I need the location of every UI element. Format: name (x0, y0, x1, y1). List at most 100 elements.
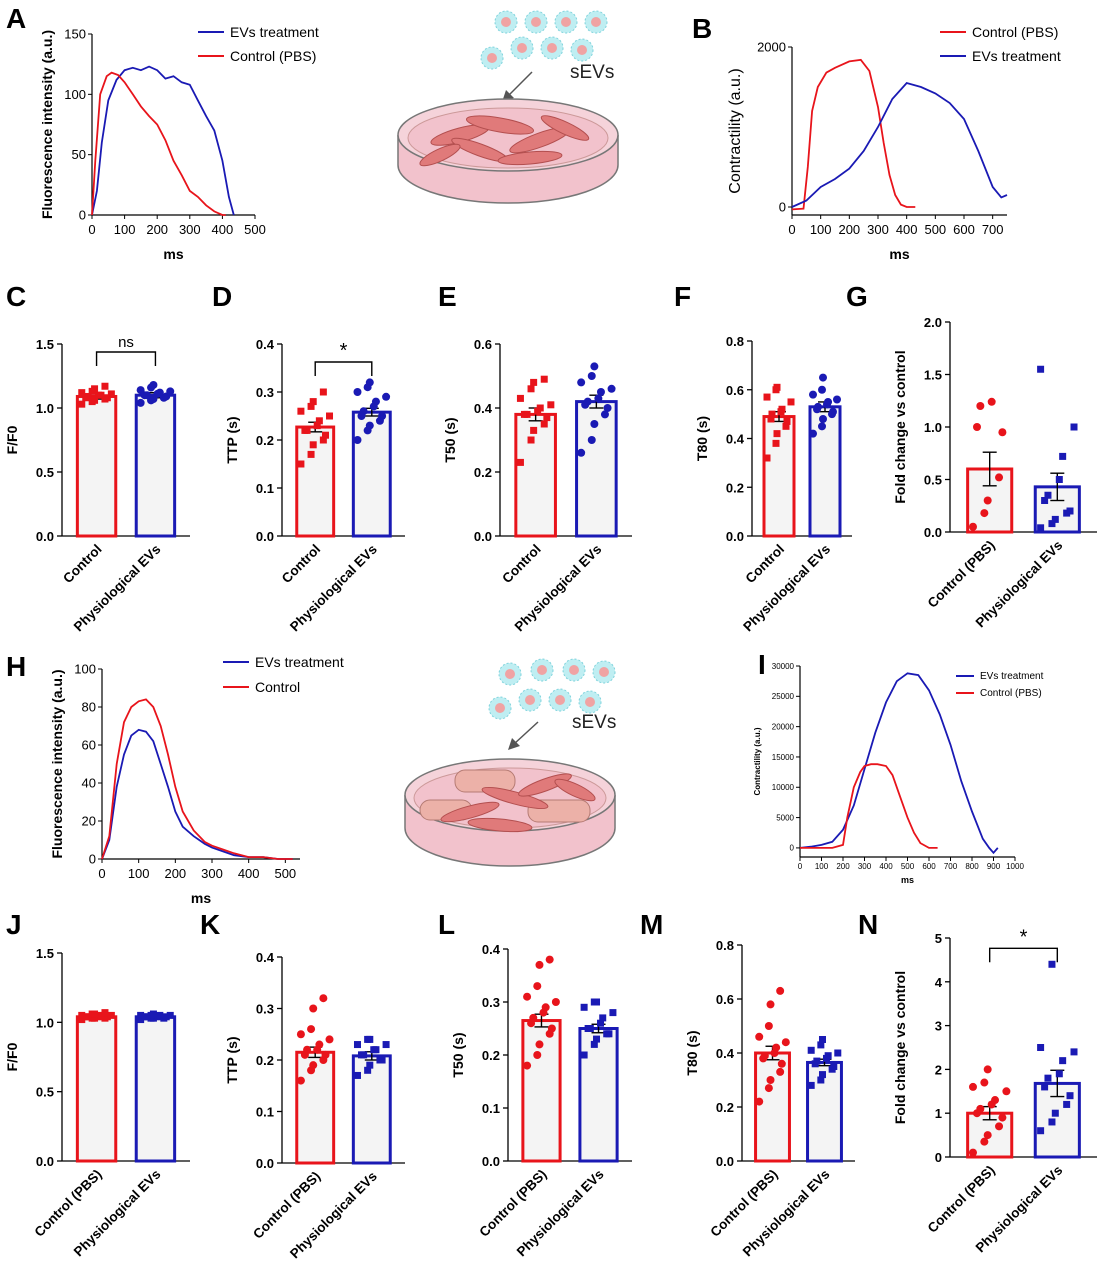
data-point (309, 1004, 318, 1013)
data-point (162, 1013, 170, 1021)
data-point (137, 1011, 145, 1019)
data-point (307, 402, 315, 410)
data-point (776, 1067, 785, 1076)
data-point (760, 1051, 769, 1060)
bar (75, 394, 118, 538)
data-point (998, 428, 1007, 437)
legend-label: Control (PBS) (972, 24, 1058, 40)
y-tick-label: 0.4 (726, 432, 745, 447)
x-tick-label: 300 (201, 866, 223, 881)
data-point (768, 410, 776, 418)
data-point (587, 436, 596, 444)
category-label: Control (60, 542, 105, 587)
data-point (529, 1013, 538, 1022)
x-tick-label: 100 (114, 222, 136, 237)
data-point (972, 423, 981, 431)
data-point (991, 1096, 1000, 1105)
y-tick-label: 0.8 (726, 334, 744, 349)
significance-bracket (314, 361, 373, 376)
y-axis-label: TTP (s) (224, 1036, 240, 1083)
panel-g: G 0.0 0.5 1.0 1.5 2.0 Fold change vs control Co… (846, 281, 1097, 630)
y-tick-label: 1.5 (36, 946, 54, 961)
y-tick-label: 2000 (757, 40, 786, 55)
significance-label: * (340, 340, 348, 362)
data-point (353, 1041, 361, 1049)
data-point (597, 1019, 605, 1027)
data-point (322, 431, 330, 439)
data-point (968, 1148, 977, 1157)
data-point (156, 1011, 164, 1019)
category-label: Control (PBS) (925, 1163, 998, 1236)
data-point (372, 1046, 380, 1054)
panel-i: I0 100 200 300 400 500 600 700 800 900 10000500010… (753, 649, 1044, 885)
data-point (533, 1051, 542, 1059)
data-point (824, 1052, 832, 1060)
data-point (91, 396, 99, 404)
x-tick-label: 700 (944, 862, 958, 871)
data-point (107, 1011, 115, 1019)
significance-bracket (988, 947, 1059, 963)
data-point (371, 397, 380, 406)
data-point (366, 1061, 374, 1069)
data-point (103, 394, 111, 402)
y-tick-label: 0.0 (36, 1154, 54, 1169)
y-axis-label: Fold change vs control (892, 350, 908, 503)
y-tick-label: 4 (935, 975, 943, 990)
data-point (101, 1009, 109, 1017)
data-point (783, 417, 791, 425)
data-point (97, 1011, 105, 1019)
data-point (540, 375, 548, 383)
data-point (326, 412, 334, 420)
data-point (307, 1025, 316, 1034)
significance-bracket (95, 351, 157, 366)
data-point (365, 421, 374, 430)
y-tick-label: 0.0 (256, 529, 274, 544)
y-tick-label: 0.2 (726, 480, 744, 495)
x-tick-label: 100 (815, 862, 829, 871)
data-point (1048, 960, 1056, 968)
data-point (782, 422, 790, 430)
data-point (834, 1049, 842, 1057)
data-point (353, 388, 362, 396)
data-point (1051, 515, 1059, 523)
data-point (1070, 423, 1078, 431)
vesicle-icon (518, 688, 542, 712)
panel-letter: B (692, 13, 712, 44)
vesicle-icon (510, 36, 534, 60)
vesicle-icon (498, 662, 522, 686)
x-tick-label: 200 (836, 862, 850, 871)
y-tick-label: 100 (74, 662, 96, 677)
data-point (365, 378, 374, 387)
data-point (319, 388, 327, 396)
data-point (607, 384, 616, 393)
data-point (530, 426, 538, 434)
data-point (107, 390, 115, 398)
data-point (545, 955, 554, 964)
x-tick-label: 500 (244, 222, 266, 237)
x-tick-label: 200 (146, 222, 168, 237)
data-point (781, 1038, 790, 1047)
data-point (764, 1022, 773, 1030)
panel-h: H 0 100 200 300 400 500 0 20 40 60 80 100 ms Fluoresce… (6, 651, 344, 906)
data-point (303, 426, 311, 434)
data-point (143, 391, 152, 400)
y-axis-label: T50 (s) (450, 1032, 466, 1077)
legend-label: EVs treatment (230, 24, 319, 40)
data-point (309, 441, 317, 449)
data-point (540, 420, 548, 428)
y-axis-label: Contractility (a.u.) (727, 68, 744, 193)
y-tick-label: 0.0 (256, 1156, 274, 1171)
data-point (976, 1104, 985, 1113)
series-line (101, 698, 293, 860)
x-tick-label: 500 (924, 222, 946, 237)
data-point (603, 404, 612, 412)
x-tick-label: 100 (128, 866, 150, 881)
series-line (791, 58, 916, 211)
y-tick-label: 0.0 (482, 1154, 500, 1169)
y-tick-label: 0.1 (256, 481, 274, 496)
sevs-label: sEVs (572, 712, 616, 733)
data-point (763, 454, 771, 462)
bar (514, 412, 557, 538)
